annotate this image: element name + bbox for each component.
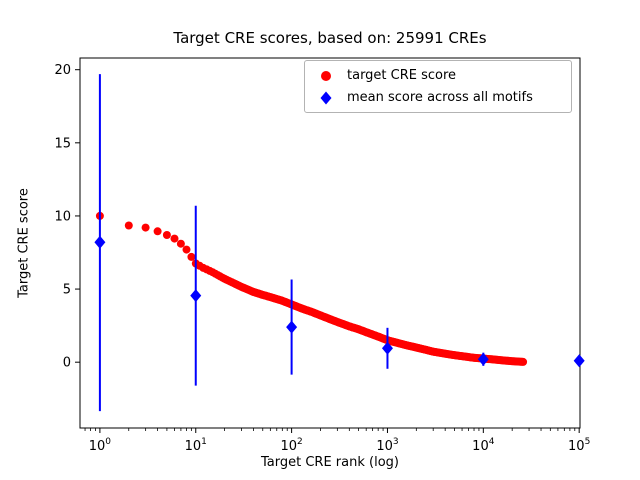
svg-text:5: 5 (63, 283, 71, 298)
blue-diamond-marker-icon (320, 91, 332, 104)
svg-text:20: 20 (54, 63, 71, 78)
svg-text:103: 103 (376, 437, 398, 454)
svg-text:105: 105 (568, 437, 590, 454)
legend-label-target-cre-score: target CRE score (347, 68, 457, 83)
legend-item-target-cre-score: target CRE score (315, 68, 561, 83)
svg-text:15: 15 (54, 136, 71, 151)
series-mean-score (94, 74, 585, 412)
svg-text:101: 101 (185, 437, 207, 454)
legend-label-mean-score: mean score across all motifs (347, 90, 533, 105)
svg-text:100: 100 (89, 437, 112, 454)
svg-text:10: 10 (54, 209, 71, 224)
svg-text:0: 0 (63, 356, 71, 371)
x-axis-label: Target CRE rank (log) (261, 455, 399, 470)
red-dot-marker-icon (321, 70, 331, 81)
series-target-cre-score (95, 211, 528, 366)
legend-item-mean-score: mean score across all motifs (315, 90, 561, 105)
svg-text:102: 102 (280, 437, 302, 454)
svg-text:104: 104 (472, 437, 495, 454)
legend: target CRE score mean score across all m… (304, 60, 572, 113)
chart-title: Target CRE scores, based on: 25991 CREs (173, 29, 487, 47)
axes: 0 5 10 15 20 100 101 102 103 104 105 (54, 57, 590, 454)
